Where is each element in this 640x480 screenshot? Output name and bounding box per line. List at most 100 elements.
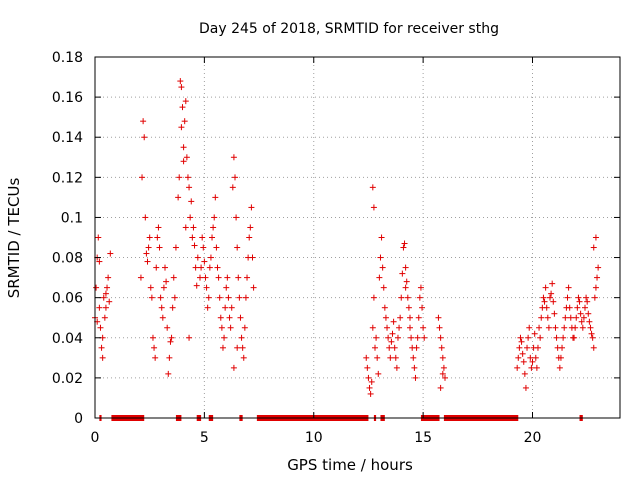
data-point	[186, 334, 193, 341]
data-point	[205, 294, 212, 301]
data-point	[159, 314, 166, 321]
data-point	[147, 284, 154, 291]
data-point	[180, 144, 187, 151]
data-point	[153, 264, 160, 271]
data-point	[438, 344, 445, 351]
data-point	[199, 234, 206, 241]
data-point	[187, 214, 194, 221]
data-point	[178, 124, 185, 131]
data-point	[241, 324, 248, 331]
data-point	[516, 344, 523, 351]
data-point	[591, 294, 598, 301]
y-tick-label: 0	[74, 411, 83, 427]
data-point	[537, 334, 544, 341]
data-point	[104, 284, 111, 291]
data-point	[207, 254, 214, 261]
data-point	[548, 290, 555, 297]
data-point	[224, 274, 231, 281]
data-point	[520, 358, 527, 365]
data-point	[363, 354, 370, 361]
y-tick-label: 0.06	[52, 291, 83, 307]
data-point	[584, 298, 591, 305]
data-point	[559, 344, 566, 351]
data-point	[202, 274, 209, 281]
data-point	[169, 304, 176, 311]
data-point	[142, 214, 149, 221]
data-point	[170, 274, 177, 281]
data-point	[576, 298, 583, 305]
data-point	[211, 214, 218, 221]
data-point	[219, 344, 226, 351]
data-point	[137, 274, 144, 281]
data-point	[139, 174, 146, 181]
y-tick-label: 0.14	[52, 130, 83, 146]
data-point	[215, 274, 222, 281]
data-point	[171, 294, 178, 301]
y-tick-label: 0.04	[52, 331, 83, 347]
data-point	[442, 374, 448, 381]
data-point	[234, 344, 241, 351]
data-point	[412, 374, 419, 381]
data-point	[437, 384, 444, 391]
data-point	[528, 364, 535, 371]
data-point	[375, 370, 382, 377]
data-point	[519, 350, 526, 357]
data-point	[416, 294, 423, 301]
data-point	[533, 364, 540, 371]
data-point	[590, 344, 597, 351]
data-point	[410, 354, 417, 361]
data-point	[566, 304, 573, 311]
data-point	[222, 304, 229, 311]
data-point	[582, 304, 588, 311]
data-point	[413, 344, 420, 351]
data-point	[578, 318, 585, 325]
data-point	[105, 274, 112, 281]
data-point	[379, 264, 386, 271]
data-point	[549, 280, 556, 287]
data-point	[385, 334, 392, 341]
data-point	[575, 294, 582, 301]
data-point	[163, 278, 170, 285]
data-point	[233, 214, 240, 221]
data-point	[580, 314, 587, 321]
data-point	[221, 334, 228, 341]
data-point	[182, 98, 189, 105]
data-point	[544, 314, 551, 321]
data-point	[393, 364, 400, 371]
data-point	[561, 324, 568, 331]
data-point	[200, 244, 207, 251]
data-point	[435, 314, 442, 321]
data-point	[214, 264, 221, 271]
data-point	[364, 364, 371, 371]
data-point	[190, 224, 197, 231]
data-point	[250, 284, 257, 291]
data-point	[550, 298, 557, 305]
data-point	[144, 258, 151, 265]
data-point	[186, 184, 193, 191]
data-point	[534, 344, 541, 351]
data-point	[577, 310, 584, 317]
y-tick-label: 0.1	[61, 210, 83, 226]
data-point	[152, 354, 159, 361]
data-point	[407, 324, 413, 331]
data-point	[439, 370, 446, 377]
data-point	[155, 224, 162, 231]
data-point	[166, 354, 173, 361]
data-point	[374, 354, 381, 361]
data-point	[204, 304, 211, 311]
data-point	[437, 334, 444, 341]
data-point	[213, 244, 220, 251]
data-point	[524, 344, 531, 351]
data-point	[552, 324, 559, 331]
data-point	[217, 314, 224, 321]
data-point	[177, 78, 184, 85]
data-point	[514, 364, 521, 371]
data-point	[248, 204, 255, 211]
data-point	[225, 294, 232, 301]
data-point	[521, 370, 528, 377]
data-point	[543, 304, 550, 311]
data-point	[249, 254, 256, 261]
data-point	[102, 304, 109, 311]
data-point	[392, 354, 399, 361]
